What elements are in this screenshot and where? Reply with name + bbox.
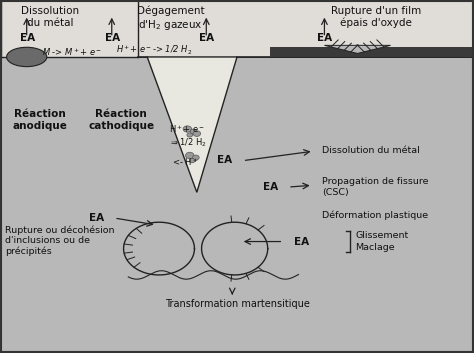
Text: EA: EA: [264, 182, 279, 192]
Text: Dissolution
du métal: Dissolution du métal: [21, 6, 79, 28]
Bar: [0, 57, 474, 352]
Text: Rupture d'un film
épais d'oxyde: Rupture d'un film épais d'oxyde: [331, 6, 421, 28]
Bar: [0, 1, 474, 57]
Text: Propagation de fissure
(CSC): Propagation de fissure (CSC): [322, 177, 428, 197]
Ellipse shape: [7, 47, 47, 67]
Circle shape: [190, 129, 197, 134]
Text: Maclage: Maclage: [355, 243, 395, 252]
Text: Transformation martensitique: Transformation martensitique: [164, 299, 310, 309]
Text: M -> M$^+$+ e$^-$: M -> M$^+$+ e$^-$: [42, 46, 101, 58]
Polygon shape: [324, 45, 391, 53]
Polygon shape: [0, 1, 138, 57]
Text: Réaction
cathodique: Réaction cathodique: [88, 109, 154, 131]
Text: Dégagement
d'H$_2$ gazeux: Dégagement d'H$_2$ gazeux: [137, 6, 205, 32]
Text: EA: EA: [19, 32, 35, 43]
Circle shape: [183, 126, 191, 132]
Circle shape: [189, 158, 195, 163]
Polygon shape: [147, 57, 237, 192]
Text: Dissolution du métal: Dissolution du métal: [322, 146, 420, 155]
Text: EA: EA: [294, 237, 309, 246]
Bar: [270, 47, 474, 57]
Text: H$^+$+ e$^-$
$\Rightarrow$1/2 H$_2$: H$^+$+ e$^-$ $\Rightarrow$1/2 H$_2$: [169, 123, 206, 149]
Text: EA: EA: [199, 32, 214, 43]
Text: EA: EA: [89, 213, 104, 223]
Circle shape: [187, 133, 192, 137]
Text: <- H$^+$: <- H$^+$: [172, 156, 199, 168]
Text: Réaction
anodique: Réaction anodique: [12, 109, 67, 131]
Text: Rupture ou décohésion
d'inclusions ou de
précipités: Rupture ou décohésion d'inclusions ou de…: [5, 225, 115, 256]
Text: Déformation plastique: Déformation plastique: [322, 210, 428, 220]
Circle shape: [185, 152, 194, 158]
Text: EA: EA: [105, 32, 120, 43]
Text: EA: EA: [318, 32, 332, 43]
Text: H$^+$+ e$^-$-> 1/2 H$_2$: H$^+$+ e$^-$-> 1/2 H$_2$: [116, 44, 192, 57]
Circle shape: [193, 131, 201, 136]
Text: EA: EA: [217, 155, 232, 165]
Text: Glissement: Glissement: [355, 231, 409, 240]
Circle shape: [192, 155, 199, 160]
